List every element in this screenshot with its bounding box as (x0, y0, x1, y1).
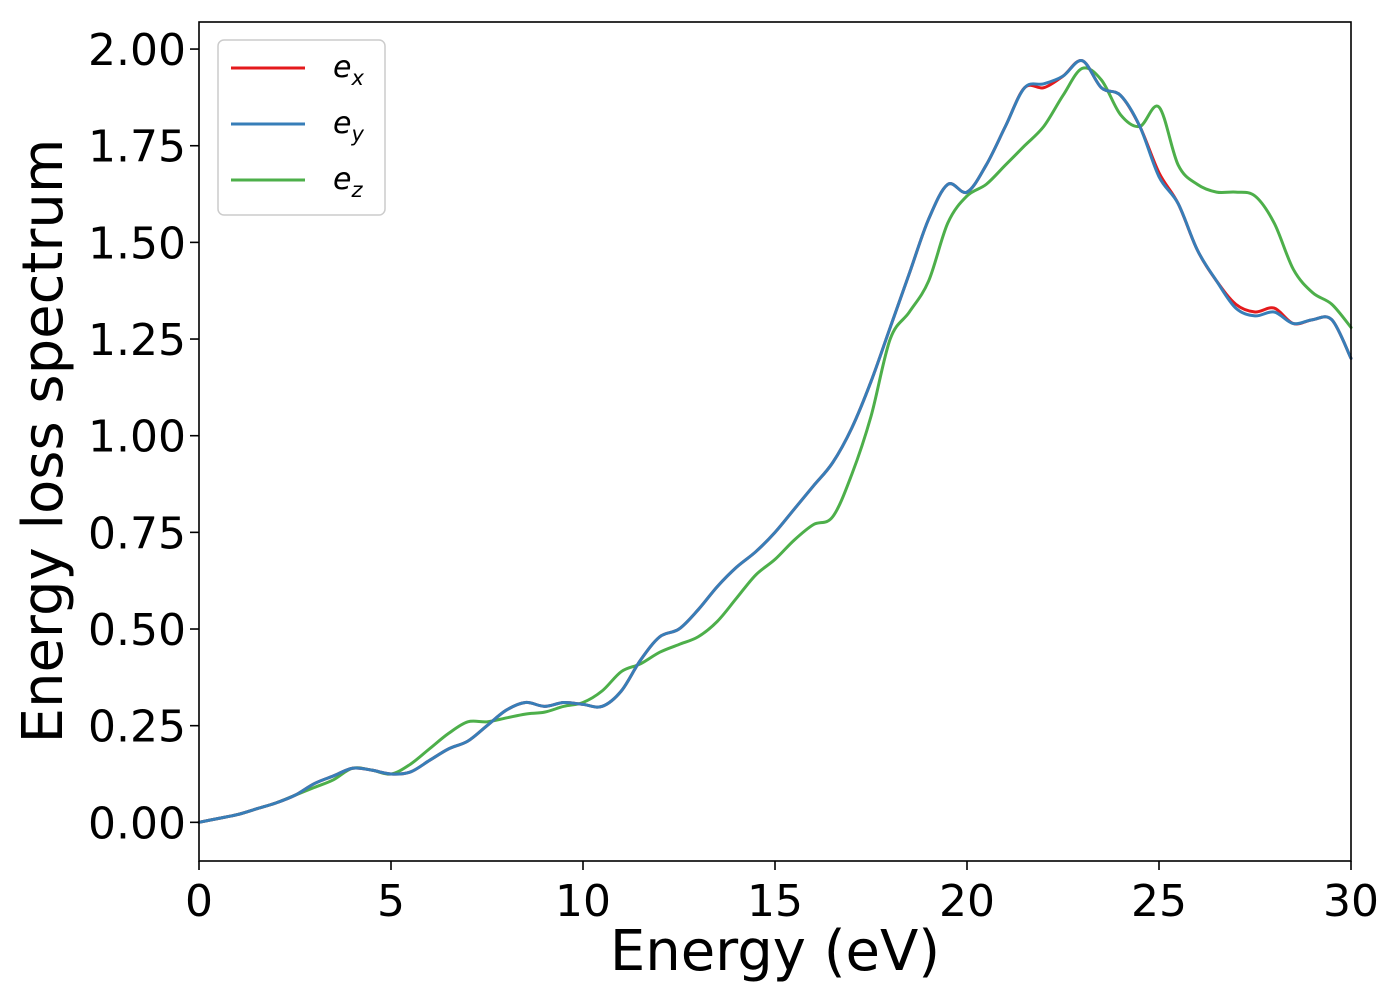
legend-label-y: ey (333, 106, 364, 146)
y-axis-label: Energy loss spectrum (11, 139, 76, 744)
y-tick-label: 1.75 (88, 122, 186, 173)
x-tick-label: 30 (1323, 876, 1379, 927)
x-tick-label: 0 (185, 876, 213, 927)
x-axis-label: Energy (eV) (610, 919, 940, 984)
x-tick-label: 5 (377, 876, 405, 927)
y-tick-label: 0.00 (88, 798, 186, 849)
legend-label-z: ez (333, 162, 363, 202)
x-tick-label: 15 (747, 876, 803, 927)
series-layer (197, 59, 1353, 824)
y-axis-ticks: 0.00 0.25 0.50 0.75 1.00 1.25 1.50 1.75 2.00 (88, 25, 199, 849)
series-line-y (197, 59, 1353, 824)
x-tick-label: 25 (1131, 876, 1187, 927)
y-tick-label: 2.00 (88, 25, 186, 76)
x-axis-ticks: 0 5 10 15 20 25 30 (185, 861, 1379, 927)
y-tick-label: 1.50 (88, 218, 186, 269)
y-tick-label: 1.25 (88, 315, 186, 366)
y-tick-label: 0.50 (88, 605, 186, 656)
y-tick-label: 0.75 (88, 508, 186, 559)
y-tick-label: 1.00 (88, 412, 186, 463)
legend-label-x: ex (333, 50, 364, 90)
legend-frame (217, 39, 386, 216)
legend-items: ex ey ez (231, 50, 364, 202)
x-tick-label: 10 (555, 876, 611, 927)
y-tick-label: 0.25 (88, 702, 186, 753)
x-tick-label: 20 (939, 876, 995, 927)
legend: ex ey ez (217, 39, 386, 216)
